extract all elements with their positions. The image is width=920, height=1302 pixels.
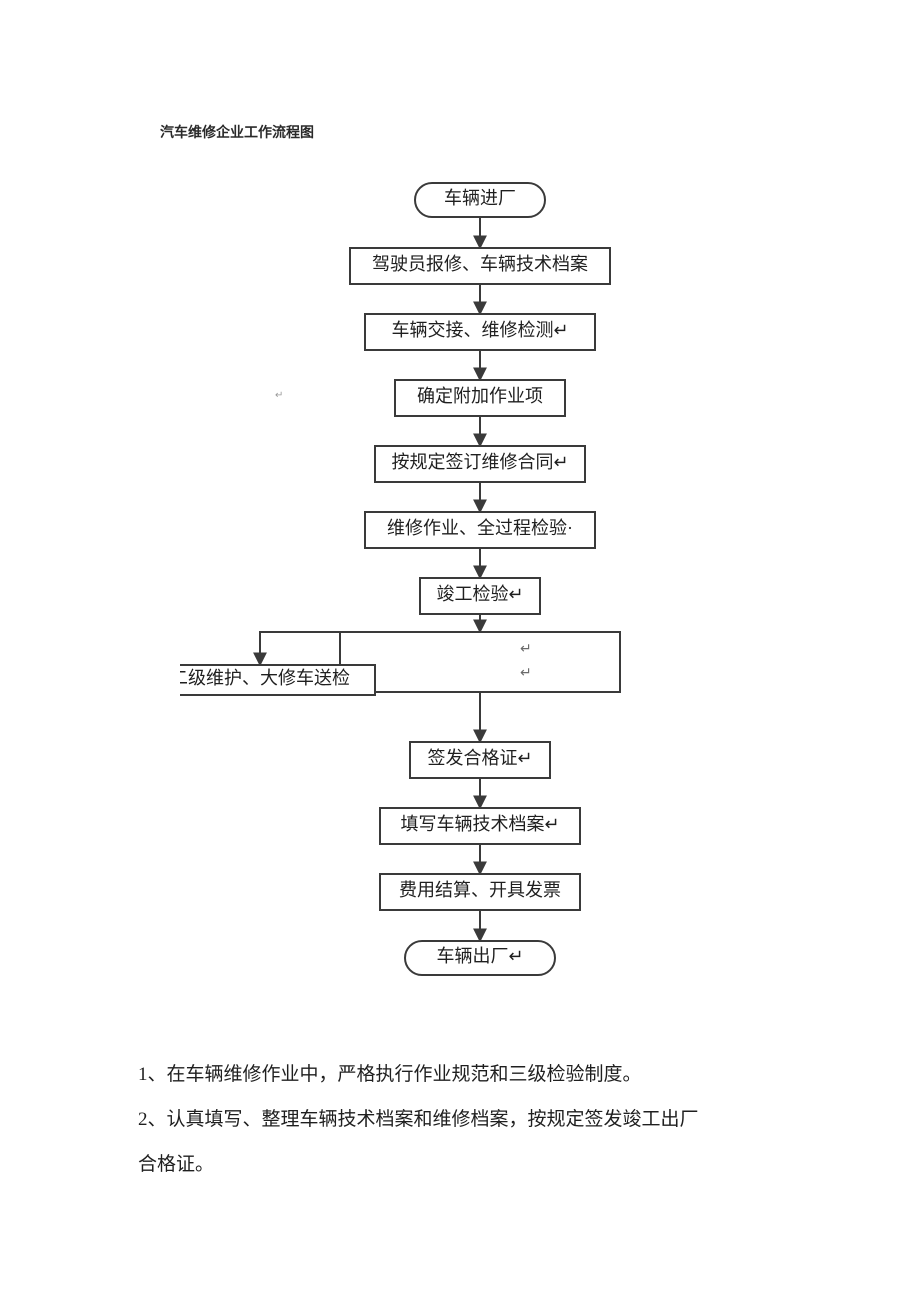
flow-node-label: 确定附加作业项 bbox=[417, 386, 543, 406]
flow-node-label: 按规定签订维修合同↵ bbox=[391, 452, 568, 472]
svg-text:↵: ↵ bbox=[520, 642, 532, 657]
flow-node-label: 车辆出厂↵ bbox=[436, 946, 523, 966]
flowchart: 车辆进厂驾驶员报修、车辆技术档案车辆交接、维修检测↵ 确定附加作业项按规定签订维修… bbox=[180, 170, 740, 990]
flow-node-label: 维修作业、全过程检验· bbox=[387, 518, 573, 538]
stray-mark: ↵ bbox=[275, 390, 283, 401]
flow-node-label: 二级维护、大修车送检 bbox=[180, 668, 350, 688]
flow-node-n8 bbox=[340, 632, 620, 692]
flow-node-label: 车辆进厂 bbox=[444, 188, 516, 208]
paragraph-2: 2、认真填写、整理车辆技术档案和维修档案，按规定签发竣工出厂 bbox=[138, 1098, 699, 1142]
flow-node-label: 费用结算、开具发票 bbox=[399, 880, 561, 900]
flowchart-svg: 车辆进厂驾驶员报修、车辆技术档案车辆交接、维修检测↵ 确定附加作业项按规定签订维修… bbox=[180, 170, 740, 990]
paragraph-1: 1、在车辆维修作业中，严格执行作业规范和三级检验制度。 bbox=[138, 1053, 642, 1097]
document-page: 汽车维修企业工作流程图 车辆进厂驾驶员报修、车辆技术档案车辆交接、维修检测↵ 确定… bbox=[0, 0, 920, 1302]
flow-node-label: 签发合格证↵ bbox=[427, 748, 532, 768]
flow-node-label: 车辆交接、维修检测↵ bbox=[391, 320, 568, 340]
flow-node-label: 填写车辆技术档案↵ bbox=[400, 814, 559, 834]
paragraph-3: 合格证。 bbox=[138, 1143, 214, 1187]
flow-node-label: 竣工检验↵ bbox=[436, 584, 523, 604]
flow-node-label: 驾驶员报修、车辆技术档案 bbox=[372, 254, 588, 274]
page-title: 汽车维修企业工作流程图 bbox=[160, 122, 314, 142]
svg-text:↵: ↵ bbox=[520, 666, 532, 681]
